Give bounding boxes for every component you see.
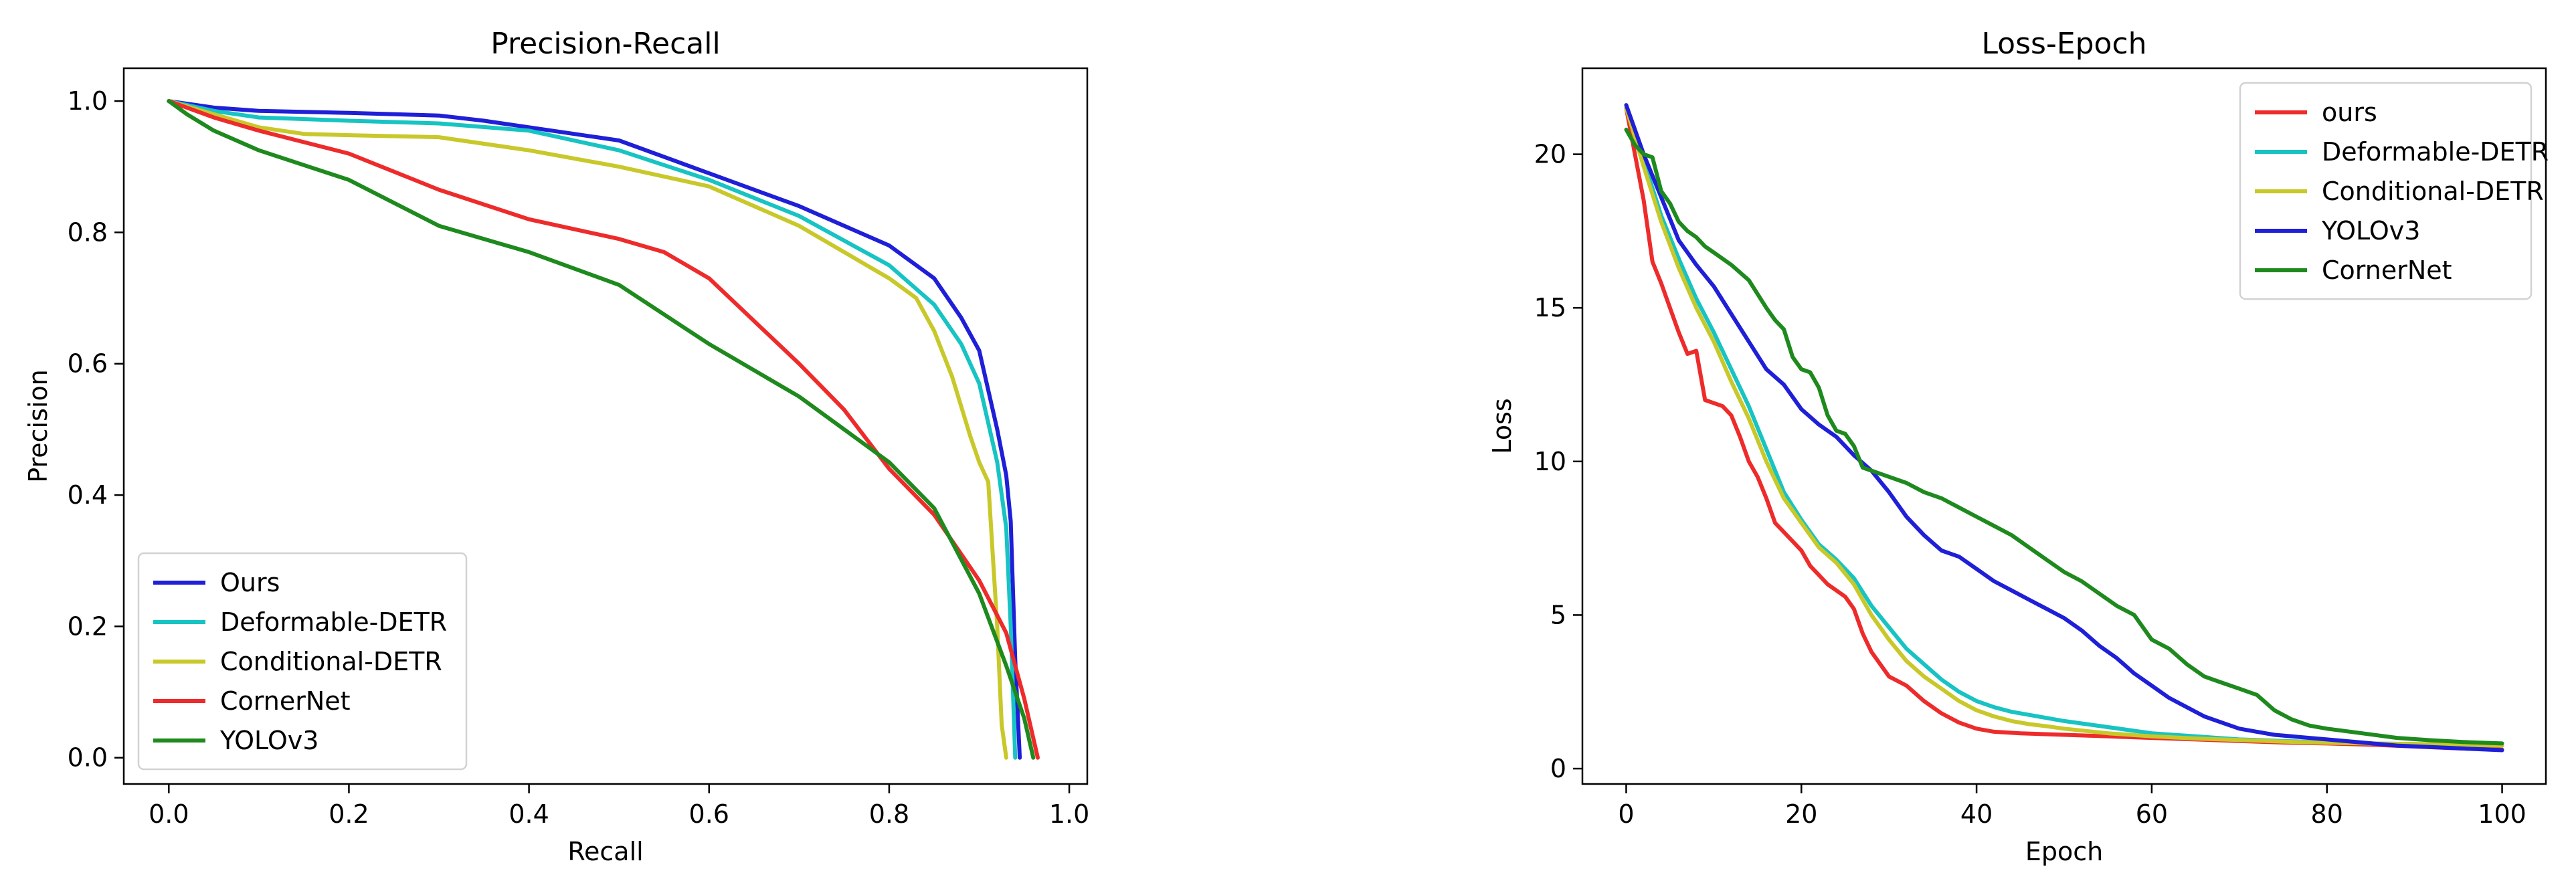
- legend-entry: YOLOv3: [2321, 216, 2420, 245]
- x-axis-label: Recall: [567, 837, 643, 866]
- x-tick-label: 1.0: [1049, 799, 1089, 829]
- y-tick-label: 15: [1534, 293, 1566, 322]
- y-tick-label: 0.0: [68, 743, 108, 773]
- x-axis-label: Epoch: [2025, 837, 2103, 866]
- legend-entry: YOLOv3: [219, 726, 318, 755]
- series-line-deformable-detr: [167, 99, 1018, 760]
- series-line-ours: [167, 99, 1022, 760]
- y-tick-label: 0: [1550, 754, 1566, 783]
- x-tick-label: 100: [2478, 799, 2526, 829]
- x-tick-label: 0.8: [869, 799, 909, 829]
- legend: ours Deformable-DETR Conditional-DETR YOLOv…: [2239, 82, 2549, 300]
- y-axis-label: Loss: [1487, 398, 1517, 454]
- series-line-yolov3: [167, 99, 1036, 760]
- plot-frame: [1581, 67, 2547, 785]
- legend-entry: Deformable-DETR: [2322, 137, 2549, 167]
- y-tick-label: 0.4: [68, 480, 108, 510]
- legend-box: [137, 552, 468, 771]
- chart-title: Precision-Recall: [490, 27, 720, 61]
- x-tick-label: 20: [1785, 799, 1817, 829]
- x-tick-label: 0.2: [329, 799, 369, 829]
- loss-epoch-chart: Loss-Epoch 0 20 40 60 80 100 0 5 10 15 20 Epoch Loss o…: [1487, 27, 2549, 866]
- y-tick-label: 5: [1550, 600, 1566, 629]
- x-tick-label: 60: [2136, 799, 2168, 829]
- legend: Ours Deformable-DETR Conditional-DETR Corne…: [137, 552, 468, 771]
- y-tick-label: 20: [1534, 140, 1566, 169]
- precision-recall-chart: Precision-Recall 0.0 0.2 0.4 0.6 0.8 1.0 0.0 0.2…: [23, 27, 1089, 866]
- legend-box: [2239, 82, 2533, 300]
- series-line-cornernet: [1624, 127, 2504, 746]
- legend-entry: ours: [2322, 98, 2377, 127]
- x-tick-label: 0.4: [509, 799, 549, 829]
- x-tick-label: 40: [1960, 799, 1993, 829]
- plot-frame: [122, 67, 1089, 785]
- chart-title: Loss-Epoch: [1981, 27, 2146, 61]
- y-tick-label: 0.8: [68, 217, 108, 247]
- legend-entry: CornerNet: [220, 686, 351, 716]
- series-line-yolov3: [1624, 103, 2504, 753]
- legend-entry: Deformable-DETR: [220, 607, 447, 637]
- series-line-conditional-detr: [167, 99, 1008, 760]
- x-tick-label: 80: [2311, 799, 2343, 829]
- series-line-conditional-detr: [1624, 106, 2504, 748]
- y-tick-label: 0.2: [68, 611, 108, 641]
- y-tick-label: 1.0: [68, 86, 108, 116]
- y-axis-label: Precision: [23, 369, 53, 483]
- legend-entry: Ours: [220, 568, 280, 597]
- y-tick-label: 10: [1534, 447, 1566, 476]
- legend-entry: CornerNet: [2322, 256, 2452, 285]
- x-tick-label: 0.6: [689, 799, 729, 829]
- legend-entry: Conditional-DETR: [2322, 177, 2544, 206]
- series-line-cornernet: [167, 99, 1040, 760]
- legend-entry: Conditional-DETR: [220, 647, 442, 676]
- x-tick-label: 0.0: [149, 799, 189, 829]
- y-tick-label: 0.6: [68, 349, 108, 379]
- x-tick-label: 0: [1618, 799, 1634, 829]
